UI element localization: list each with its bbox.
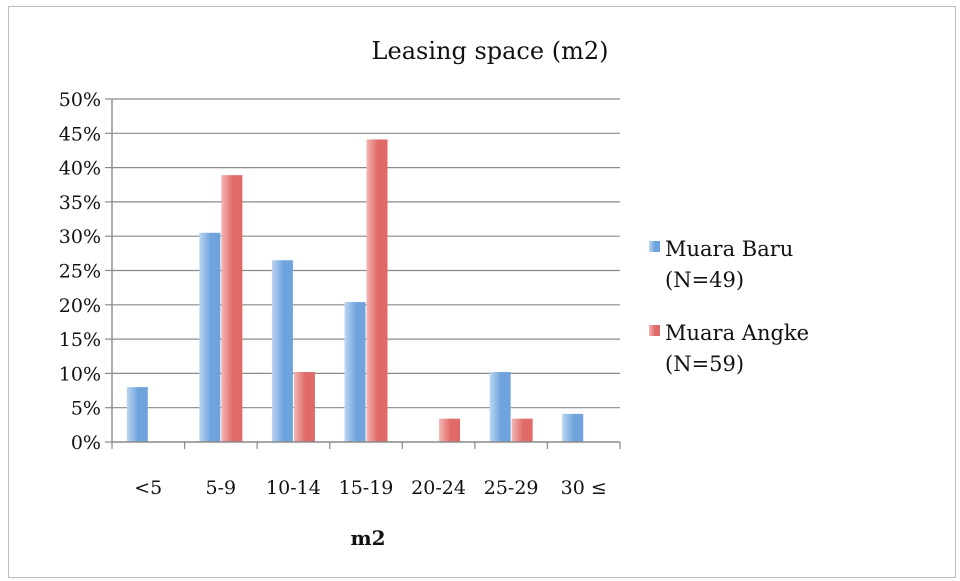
x-tick-label: 15-19: [339, 477, 394, 499]
bar: [562, 413, 584, 442]
bar: [293, 372, 315, 442]
x-tick-label: <5: [134, 477, 162, 499]
legend-swatch: [649, 241, 660, 252]
x-tick-label: 25-29: [484, 477, 539, 499]
x-tick-label: 30 ≤: [561, 477, 607, 499]
axes: [111, 99, 620, 443]
chart-title: Leasing space (m2): [372, 37, 609, 65]
y-tick-label: 50%: [59, 89, 101, 111]
bar: [271, 260, 293, 442]
legend-label: (N=49): [665, 268, 744, 292]
bar: [439, 418, 461, 442]
y-tick-label: 5%: [71, 398, 101, 420]
bar: [199, 232, 221, 442]
y-tick-label: 25%: [59, 261, 101, 283]
y-tick-label: 45%: [59, 123, 101, 145]
legend: Muara Baru (N=49) Muara Angke (N=59): [649, 237, 809, 376]
x-axis-ticks: <5 5-9 10-14 15-19 20-24 25-29 30 ≤: [111, 442, 621, 499]
chart-frame: Leasing space (m2) 0% 5% 10% 15% 20% 25% 30% 35…: [8, 6, 956, 578]
y-tick-label: 35%: [59, 192, 101, 214]
y-tick-label: 15%: [59, 329, 101, 351]
legend-label: Muara Angke: [665, 321, 809, 345]
y-tick-label: 20%: [59, 295, 101, 317]
bar: [366, 139, 388, 442]
bar: [511, 418, 533, 442]
bars: [126, 139, 584, 442]
bar: [489, 372, 511, 442]
legend-label: Muara Baru: [665, 237, 793, 261]
y-tick-label: 40%: [59, 158, 101, 180]
bar-chart: Leasing space (m2) 0% 5% 10% 15% 20% 25% 30% 35…: [59, 37, 809, 550]
y-tick-label: 10%: [59, 363, 101, 385]
bar: [344, 302, 366, 442]
x-tick-label: 5-9: [206, 477, 237, 499]
y-tick-label: 30%: [59, 226, 101, 248]
bar: [221, 175, 243, 442]
legend-swatch: [649, 325, 660, 336]
x-axis-title: m2: [350, 526, 385, 550]
x-tick-label: 20-24: [411, 477, 466, 499]
x-tick-label: 10-14: [266, 477, 321, 499]
y-tick-label: 0%: [71, 432, 101, 454]
y-axis-ticks: 0% 5% 10% 15% 20% 25% 30% 35% 40% 45% 50%: [59, 89, 112, 454]
bar: [126, 387, 148, 442]
gridlines: [112, 98, 620, 409]
legend-label: (N=59): [665, 352, 744, 376]
